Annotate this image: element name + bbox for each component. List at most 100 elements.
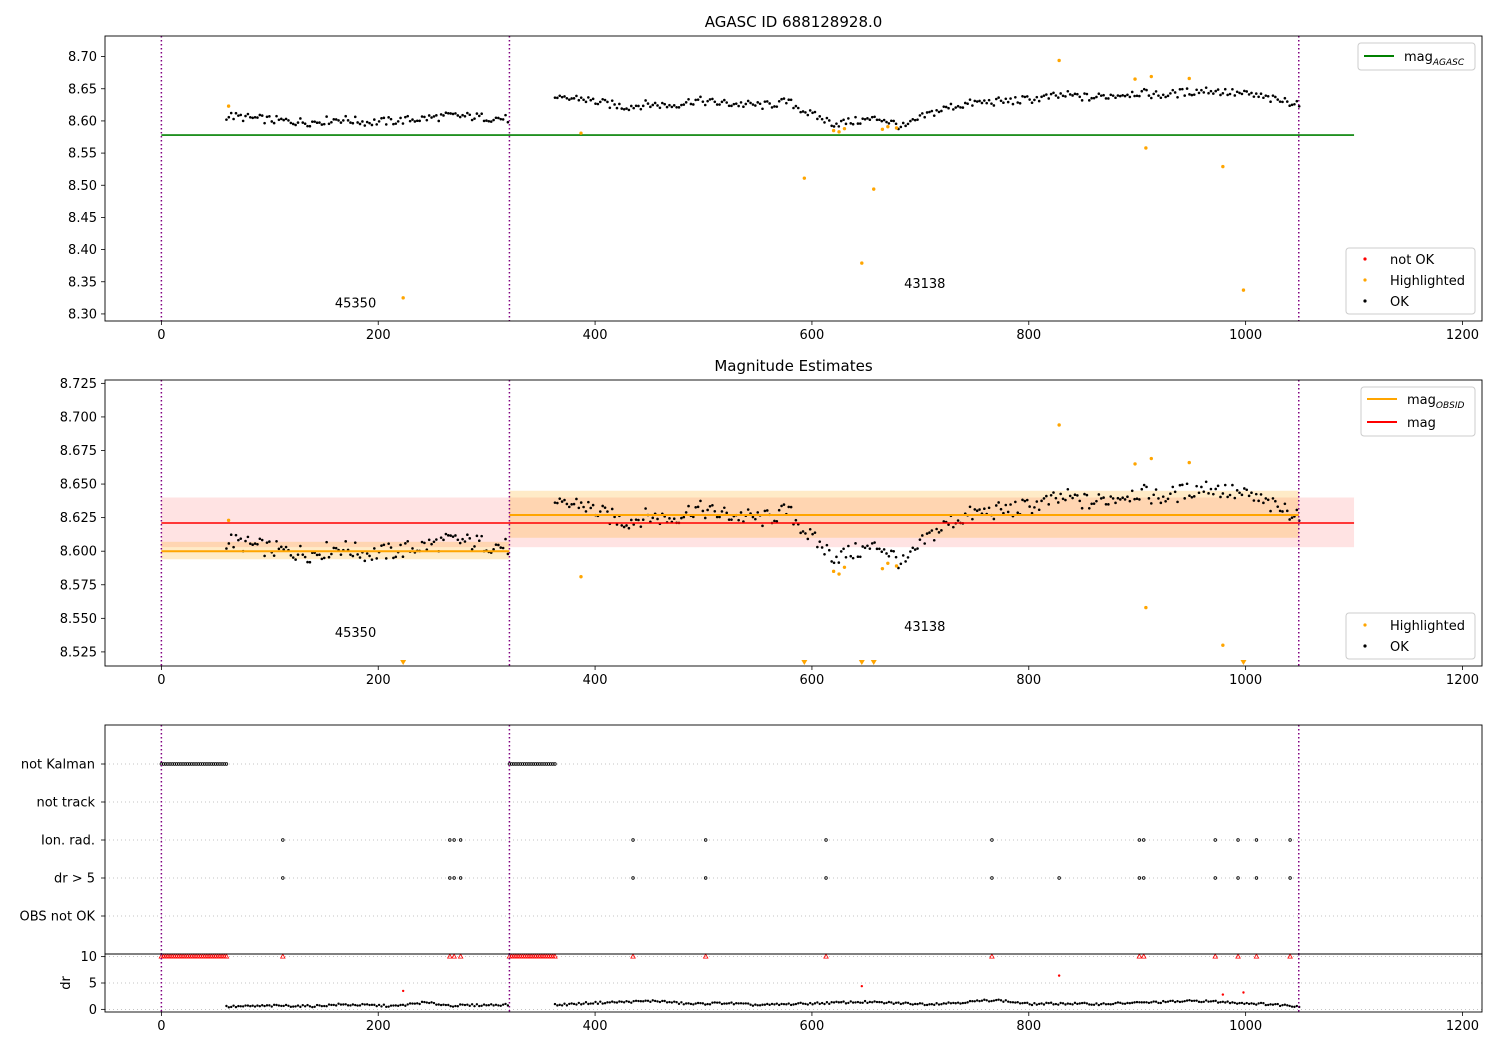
- dr-point: [432, 1001, 436, 1005]
- dr-point: [387, 1005, 390, 1008]
- ok-point: [1283, 502, 1287, 506]
- ok-point: [737, 104, 740, 108]
- ok-point: [1090, 502, 1093, 506]
- dr-point: [1286, 1004, 1289, 1007]
- ok-point: [641, 518, 645, 522]
- ok-point: [1266, 498, 1270, 502]
- ok-point: [296, 121, 300, 124]
- ok-point: [1278, 100, 1282, 103]
- dr-point: [632, 999, 635, 1003]
- ok-point: [475, 112, 479, 115]
- ok-point: [1045, 93, 1048, 96]
- dr-point: [923, 1003, 926, 1007]
- y-tick-label: 8.725: [60, 377, 97, 392]
- flag-point: [1137, 876, 1142, 880]
- ok-point: [427, 114, 431, 117]
- dr-point: [1188, 999, 1191, 1002]
- dr-point: [1281, 1003, 1284, 1007]
- ok-point: [1152, 493, 1155, 497]
- ok-point: [1293, 102, 1296, 106]
- ok-point: [730, 518, 733, 521]
- ok-point: [725, 101, 729, 104]
- ok-point: [863, 117, 867, 121]
- ok-point: [863, 546, 867, 550]
- ok-point: [582, 505, 585, 509]
- ok-point: [687, 97, 690, 101]
- x-tick-label: 1000: [1229, 328, 1262, 343]
- dr-point: [622, 1001, 626, 1004]
- ok-point: [1052, 91, 1055, 95]
- ok-point: [952, 525, 955, 529]
- dr-point: [1193, 999, 1196, 1003]
- ok-point: [570, 97, 573, 100]
- ok-point: [1045, 494, 1048, 498]
- dr-point: [478, 1004, 481, 1008]
- flag-point: [553, 762, 557, 766]
- ok-point: [289, 554, 293, 557]
- ok-point: [1259, 92, 1263, 96]
- highlighted-point: [837, 130, 841, 134]
- ok-point: [246, 535, 250, 539]
- dr-point: [1080, 1001, 1084, 1005]
- ok-point: [442, 114, 445, 117]
- ok-point: [401, 122, 405, 125]
- dr-point: [1269, 1003, 1272, 1006]
- ok-point: [306, 124, 309, 128]
- ok-point: [918, 538, 922, 541]
- ok-point: [560, 95, 564, 99]
- dr-capped-point: [552, 953, 558, 959]
- dr-point: [785, 1003, 788, 1006]
- dr-point: [1107, 1002, 1110, 1006]
- ok-point: [1040, 499, 1043, 503]
- x-tick-label: 400: [583, 1019, 608, 1034]
- ok-point: [1176, 95, 1179, 99]
- ok-point: [1085, 92, 1089, 96]
- ok-point: [282, 118, 285, 122]
- ok-point: [789, 505, 793, 509]
- ok-point: [458, 115, 462, 119]
- ok-point: [1185, 482, 1189, 486]
- dr-point: [940, 1003, 943, 1006]
- dr-point: [392, 1004, 395, 1007]
- axes-frame: [104, 379, 1483, 667]
- y-tick-label: 8.525: [60, 645, 97, 660]
- ok-point: [928, 531, 931, 534]
- dr-point: [1030, 1003, 1034, 1007]
- ok-point: [370, 558, 374, 561]
- ok-point: [675, 105, 678, 109]
- ok-point: [1209, 89, 1213, 93]
- highlighted-point: [579, 131, 583, 135]
- ok-point: [856, 122, 860, 125]
- dr-point: [1102, 1002, 1105, 1005]
- y-tick-label: 8.575: [60, 578, 97, 593]
- ok-point: [556, 501, 559, 505]
- ok-point: [897, 566, 900, 570]
- flag-point: [512, 762, 516, 766]
- ok-point: [435, 114, 438, 117]
- ok-point: [432, 540, 436, 544]
- ok-point: [1059, 492, 1062, 496]
- ok-point: [1161, 495, 1165, 498]
- ok-point: [870, 115, 874, 119]
- dr-point: [1231, 1001, 1234, 1004]
- ok-point: [1252, 499, 1256, 502]
- ok-point: [330, 120, 333, 124]
- ok-point: [591, 97, 595, 101]
- dr-point: [437, 1003, 440, 1006]
- dr-point: [1069, 1002, 1072, 1006]
- dr-point: [306, 1003, 309, 1007]
- ok-point: [353, 541, 357, 544]
- dr-point: [1207, 1000, 1210, 1003]
- ok-point: [1116, 94, 1120, 97]
- highlighted-point: [886, 561, 890, 565]
- ok-point: [801, 110, 805, 113]
- dr-capped-point: [702, 953, 709, 959]
- ok-point: [701, 100, 705, 103]
- ok-point: [439, 536, 443, 539]
- dr-point: [244, 1004, 247, 1007]
- dr-point: [663, 999, 666, 1003]
- ok-point: [466, 533, 469, 537]
- dr-point: [658, 1000, 662, 1004]
- ok-point: [1111, 94, 1115, 97]
- dr-point: [454, 1004, 457, 1008]
